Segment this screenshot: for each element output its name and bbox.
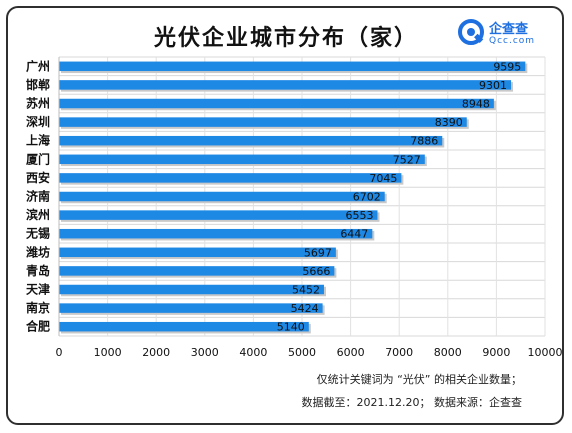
data-label: 7886 xyxy=(410,135,438,148)
x-tick-label: 5000 xyxy=(288,346,316,359)
qcc-logo-icon xyxy=(458,19,484,45)
category-label: 广州 xyxy=(26,58,50,73)
logo-subtitle: Qcc.com xyxy=(489,36,536,46)
category-label: 青岛 xyxy=(26,263,50,278)
category-label: 潍坊 xyxy=(25,244,50,259)
x-tick-label: 4000 xyxy=(239,346,267,359)
category-label: 南京 xyxy=(26,300,50,315)
bar xyxy=(59,135,443,146)
x-tick-label: 3000 xyxy=(191,346,219,359)
bar xyxy=(59,98,494,109)
data-label: 5697 xyxy=(304,246,332,259)
data-label: 7527 xyxy=(393,153,421,166)
bar xyxy=(59,247,336,258)
bar xyxy=(59,191,385,202)
bar xyxy=(59,154,425,165)
x-tick-label: 9000 xyxy=(482,346,510,359)
bar xyxy=(59,284,324,295)
data-label: 6553 xyxy=(345,209,373,222)
x-tick-label: 6000 xyxy=(337,346,365,359)
footnote-scope: 仅统计关键词为 “光伏” 的相关企业数量； xyxy=(316,373,522,386)
data-label: 9301 xyxy=(479,79,507,92)
x-tick-label: 8000 xyxy=(434,346,462,359)
bar xyxy=(59,321,309,332)
category-label: 济南 xyxy=(26,189,50,204)
x-tick-label: 10000 xyxy=(528,346,563,359)
bar xyxy=(59,228,373,239)
data-label: 6702 xyxy=(353,191,381,204)
bar xyxy=(59,173,402,183)
x-tick-label: 7000 xyxy=(385,346,413,359)
data-label: 5666 xyxy=(302,265,330,278)
data-label: 5424 xyxy=(291,302,319,315)
data-label: 8948 xyxy=(462,98,490,111)
bar xyxy=(59,303,323,313)
footnote-date: 数据截至：2021.12.20； xyxy=(301,396,431,409)
data-label: 5140 xyxy=(277,321,305,334)
x-tick-label: 2000 xyxy=(142,346,170,359)
data-label: 5452 xyxy=(292,284,320,297)
category-label: 合肥 xyxy=(26,319,50,334)
chart-title: 光伏企业城市分布（家） xyxy=(153,26,418,51)
footnote-source: 数据来源：企查查 xyxy=(434,396,522,409)
x-tick-label: 1000 xyxy=(94,346,122,359)
category-label: 邯郸 xyxy=(26,77,50,92)
category-label: 厦门 xyxy=(26,151,50,166)
bar xyxy=(59,266,335,276)
footnote-date-source: 数据截至：2021.12.20； 数据来源：企查查 xyxy=(302,394,522,410)
x-tick-label: 0 xyxy=(56,346,63,359)
bar xyxy=(59,117,467,127)
bar xyxy=(59,61,526,72)
category-label: 上海 xyxy=(26,133,50,148)
bar xyxy=(59,210,378,220)
qcc-logo: 企查查 Qcc.com xyxy=(457,16,557,50)
bar xyxy=(59,80,512,90)
category-label: 无锡 xyxy=(25,226,50,241)
category-label: 深圳 xyxy=(26,114,50,129)
data-label: 8390 xyxy=(435,116,463,129)
category-label: 天津 xyxy=(26,282,50,297)
data-label: 9595 xyxy=(493,60,521,73)
logo-name: 企查查 xyxy=(489,22,529,37)
category-label: 滨州 xyxy=(26,207,50,222)
category-label: 苏州 xyxy=(26,96,50,111)
category-label: 西安 xyxy=(26,170,50,185)
data-label: 6447 xyxy=(340,228,368,241)
data-label: 7045 xyxy=(369,172,397,185)
